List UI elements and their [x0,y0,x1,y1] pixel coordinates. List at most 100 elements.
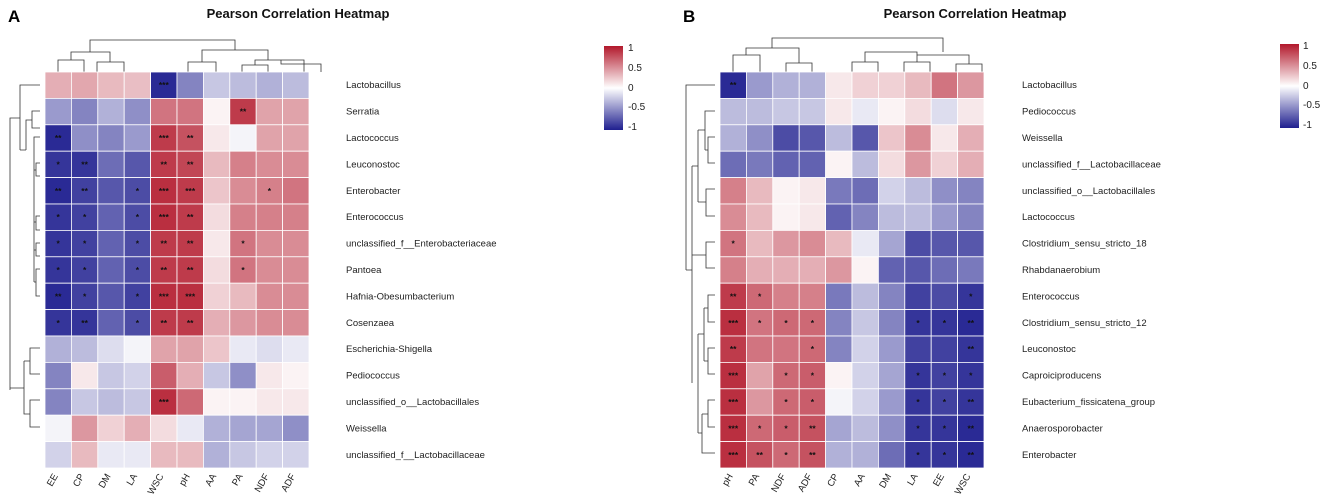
heatmap-cell [930,229,959,258]
heatmap-cell [719,441,747,469]
row-label: Lactococcus [346,133,399,144]
column-label: EE [45,472,61,488]
significance-marker: * [136,291,140,301]
significance-marker: * [136,239,140,249]
significance-marker: ** [809,423,816,433]
significance-marker: ** [160,318,167,328]
significance-marker: ** [81,159,88,169]
heatmap-cell [957,98,985,126]
heatmap-cells: ****************************************… [44,71,310,469]
heatmap-cell [878,282,906,311]
heatmap-cell [282,150,310,178]
heatmap-cell [825,256,853,284]
heatmap-cell [904,124,932,152]
heatmap-cell [176,177,204,205]
heatmap-cell [71,309,99,337]
heatmap-cell [229,414,257,443]
heatmap-cell [202,361,231,390]
row-label: Lactobacillus [1022,80,1077,91]
colorbar-tick: 0.5 [628,63,642,74]
heatmap-cell [44,388,72,416]
heatmap-cell [851,309,879,337]
significance-marker: * [758,423,762,433]
heatmap-cell [123,98,151,126]
heatmap-cell [176,71,204,99]
significance-marker: * [784,371,788,381]
significance-marker: ** [187,133,194,143]
heatmap-cell [229,309,257,337]
row-label: Enterobacter [1022,450,1076,461]
heatmap-cell [957,71,985,99]
significance-marker: * [784,423,788,433]
significance-marker: *** [185,291,196,301]
row-label: unclassified_f__Lactobacillaceae [1022,159,1161,170]
column-dendrogram [57,39,322,72]
heatmap-cell [746,282,774,311]
heatmap-cell [202,414,231,443]
colorbar-gradient [604,46,623,130]
heatmap-cell [229,441,257,469]
column-label: ADF [796,472,815,494]
column-label: AA [852,471,868,488]
heatmap-cell [202,98,231,126]
heatmap-cell [851,177,879,205]
heatmap-cell [71,388,99,416]
heatmap-cell [772,309,800,337]
row-label: Anaerosporobacter [1022,423,1103,434]
heatmap-cell [97,309,125,337]
heatmap-cell [282,388,310,416]
heatmap-cell [878,388,906,416]
column-labels: EE CP DM LA WSC pH AA PA NDF ADF [45,471,299,496]
column-labels: pH PA NDF ADF CP AA DM LA EE WSC [720,471,973,496]
heatmap-cell [97,441,125,469]
heatmap-cell [71,414,99,443]
heatmap-cell [255,71,284,99]
column-label: LA [125,471,141,487]
significance-marker: ** [730,344,737,354]
heatmap-cell [878,335,906,363]
heatmap-cell [202,282,231,311]
significance-marker: *** [159,397,170,407]
heatmap-cell [229,203,257,231]
heatmap-cell [930,361,959,390]
heatmap-cell [176,150,204,178]
row-label: Enterococcus [1022,291,1080,302]
heatmap-cell [123,414,151,443]
heatmap-cell [772,282,800,311]
significance-marker: * [57,265,61,275]
significance-marker: * [811,397,815,407]
heatmap-cell [282,282,310,311]
heatmap-cells: ****************************************… [719,71,985,469]
heatmap-cell [878,203,906,231]
significance-marker: * [916,318,920,328]
heatmap-cell [746,388,774,416]
row-label: Cosenzaea [346,318,395,329]
heatmap-cell [97,124,125,152]
heatmap-cell [282,309,310,337]
heatmap-cell [44,150,72,178]
heatmap-cell [255,414,284,443]
heatmap-cell [851,71,879,99]
heatmap-cell [878,361,906,390]
heatmap-cell [282,71,310,99]
heatmap-cell [282,98,310,126]
colorbar-gradient [1280,44,1299,128]
heatmap-cell [97,71,125,99]
heatmap-cell [71,441,99,469]
significance-marker: * [83,291,87,301]
heatmap-cell [71,203,99,231]
heatmap-cell [255,335,284,363]
heatmap-cell [71,282,99,311]
heatmap-cell [798,177,827,205]
heatmap-cell [746,414,774,443]
row-dendrogram [685,84,715,454]
significance-marker: ** [967,318,974,328]
heatmap-cell [930,124,959,152]
heatmap-cell [202,441,231,469]
heatmap-cell [176,441,204,469]
heatmap-cell [282,256,310,284]
row-labels: Lactobacillus Serratia Lactococcus Leuconos… [346,80,497,461]
heatmap-cell [44,335,72,363]
heatmap-cell [930,71,959,99]
heatmap-cell [255,203,284,231]
